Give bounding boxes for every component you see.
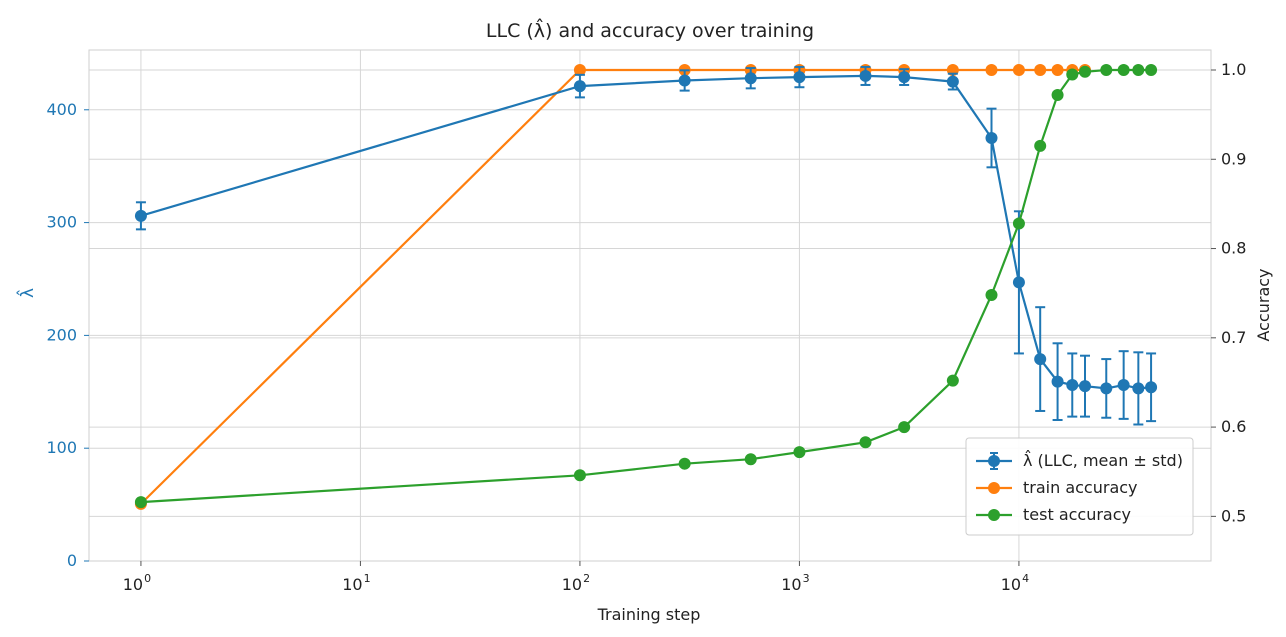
data-point — [744, 453, 757, 466]
data-point — [134, 209, 147, 222]
data-point — [1051, 88, 1064, 101]
data-point — [1132, 63, 1145, 76]
data-point — [1051, 63, 1064, 76]
data-point — [678, 457, 691, 470]
series-layer — [134, 63, 1158, 510]
y-left-tick-label: 300 — [46, 213, 77, 232]
legend: λ̂ (LLC, mean ± std) train accuracy test a… — [965, 437, 1194, 536]
y-left-tick-label: 400 — [46, 100, 77, 119]
data-point — [946, 75, 959, 88]
y-right-tick-label: 0.9 — [1221, 149, 1246, 168]
legend-box — [965, 437, 1194, 536]
y-right-tick-label: 0.7 — [1221, 328, 1246, 347]
plot-area — [88, 49, 1212, 562]
data-point — [1145, 381, 1158, 394]
data-point — [573, 469, 586, 482]
series-line — [140, 74, 1152, 390]
data-point — [793, 446, 806, 459]
data-point — [1012, 63, 1025, 76]
data-point — [898, 71, 911, 84]
x-axis-label: Training step — [597, 605, 701, 624]
chart-title: LLC (λ̂) and accuracy over training — [486, 18, 814, 42]
data-point — [1034, 139, 1047, 152]
data-point — [1079, 380, 1092, 393]
data-point — [1034, 353, 1047, 366]
x-tick-label: 101 — [342, 572, 370, 594]
data-point — [1117, 63, 1130, 76]
y-right-tick-label: 1.0 — [1221, 60, 1246, 79]
x-tick-label: 100 — [123, 572, 151, 594]
data-point — [134, 496, 147, 509]
y-left-tick-label: 100 — [46, 438, 77, 457]
data-point — [898, 421, 911, 434]
series--llc-mean-std- — [134, 65, 1158, 426]
series-line — [140, 68, 1085, 505]
x-tick-label: 103 — [781, 572, 809, 594]
y-right-axis-label: Accuracy — [1254, 268, 1273, 341]
y-right-tick-label: 0.8 — [1221, 239, 1246, 258]
data-point — [1132, 382, 1145, 395]
legend-marker — [988, 509, 1000, 521]
data-point — [946, 374, 959, 387]
y-right-tick-label: 0.5 — [1221, 506, 1246, 525]
data-point — [1066, 68, 1079, 81]
data-point — [1117, 379, 1130, 392]
y-left-tick-label: 200 — [46, 325, 77, 344]
data-point — [1145, 63, 1158, 76]
series-train-accuracy — [134, 63, 1092, 510]
legend-label: train accuracy — [1023, 478, 1138, 497]
x-tick-label: 104 — [1001, 572, 1029, 594]
y-left-axis-label: λ̂ — [15, 288, 38, 298]
data-point — [1012, 217, 1025, 230]
data-point — [985, 63, 998, 76]
data-point — [573, 63, 586, 76]
data-point — [985, 131, 998, 144]
y-left-tick-label: 0 — [67, 551, 77, 570]
series-line — [140, 68, 1152, 504]
legend-label: λ̂ (LLC, mean ± std) — [1023, 450, 1183, 470]
data-point — [1100, 382, 1113, 395]
data-point — [1051, 375, 1064, 388]
data-point — [744, 72, 757, 85]
data-point — [793, 71, 806, 84]
data-point — [985, 288, 998, 301]
data-point — [1012, 276, 1025, 289]
data-point — [1100, 63, 1113, 76]
series-test-accuracy — [134, 63, 1158, 509]
y-right-tick-label: 0.6 — [1221, 417, 1246, 436]
legend-marker — [988, 482, 1000, 494]
data-point — [1066, 379, 1079, 392]
legend-marker — [988, 455, 1000, 467]
x-tick-label: 102 — [562, 572, 590, 594]
data-point — [1079, 65, 1092, 78]
data-point — [573, 80, 586, 93]
data-point — [678, 74, 691, 87]
data-point — [859, 436, 872, 449]
data-point — [1034, 63, 1047, 76]
data-point — [859, 69, 872, 82]
legend-label: test accuracy — [1023, 505, 1131, 524]
